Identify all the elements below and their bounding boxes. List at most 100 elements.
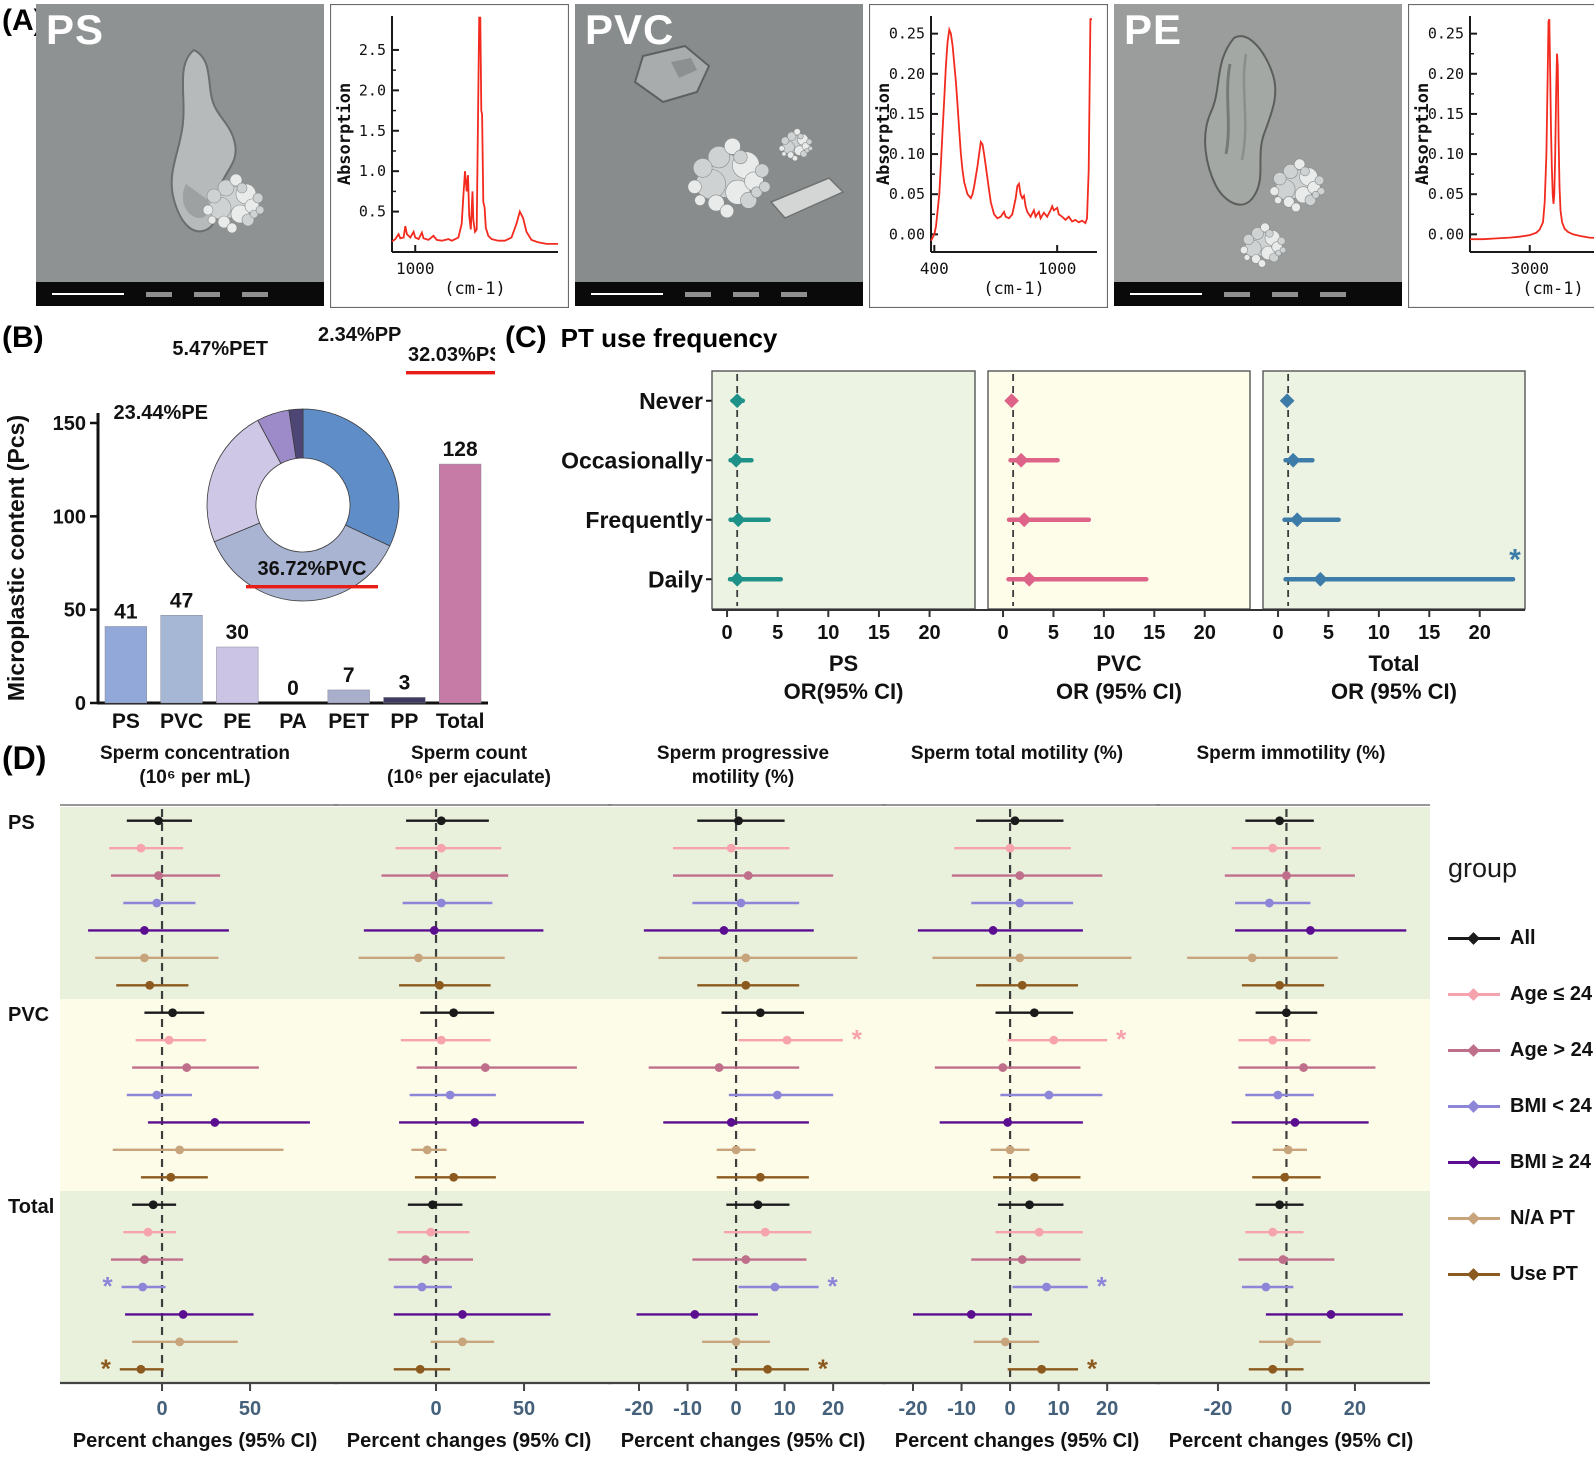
bar-PVC bbox=[160, 615, 203, 704]
legend-item-label: Age > 24 bbox=[1510, 1038, 1593, 1061]
legend-item-label: Age ≤ 24 bbox=[1510, 982, 1593, 1005]
x-axis-label: (cm-1) bbox=[1522, 279, 1583, 299]
bar-value-label: 7 bbox=[343, 664, 355, 687]
y-axis-label: Absorption bbox=[1413, 83, 1433, 185]
sem-meta-mark bbox=[146, 291, 172, 297]
donut-slice-label: 32.03%PS bbox=[408, 344, 495, 366]
significance-star: * bbox=[852, 1024, 863, 1054]
ftir-spectrum-PE: 0.00 0.05 0.10 0.15 0.20 0.25 3000 Absorption (c… bbox=[1407, 3, 1594, 309]
c-x-tick-label: 15 bbox=[1143, 622, 1165, 644]
sem-meta-mark bbox=[1320, 291, 1346, 297]
d-column-title: Sperm immotility (%) bbox=[1197, 743, 1386, 764]
y-tick-label: 0.10 bbox=[889, 145, 925, 163]
red-underline bbox=[406, 371, 506, 375]
d-series-Total bbox=[1238, 1200, 1403, 1374]
c-x-tick-label: 5 bbox=[1048, 622, 1059, 644]
c-axis-caption: PVC bbox=[1096, 651, 1141, 676]
sem-meta-mark bbox=[242, 291, 268, 297]
y-axis-label: Absorption bbox=[335, 83, 355, 185]
c-x-tick-label: 10 bbox=[817, 622, 839, 644]
d-x-tick-label: -20 bbox=[625, 1398, 654, 1420]
ftir-panel-PS: 0.5 1.0 1.5 2.0 2.5 1000 Absorption (cm-1) bbox=[329, 3, 570, 309]
d-series-Total bbox=[636, 1200, 819, 1374]
d-column-title: (10⁶ per mL) bbox=[139, 767, 250, 788]
legend-item: N/A PT bbox=[1448, 1190, 1594, 1246]
c-x-tick-label: 10 bbox=[1368, 622, 1390, 644]
c-row-label: Frequently bbox=[585, 507, 703, 533]
sem-meta-mark bbox=[1272, 291, 1298, 297]
y-tick-label: 0.00 bbox=[1428, 225, 1464, 243]
y-tick-label: 1.5 bbox=[359, 122, 386, 140]
donut-slice-label: 23.44%PE bbox=[113, 402, 208, 424]
x-tick-label: 1000 bbox=[396, 259, 435, 278]
d-row-label-PVC: PVC bbox=[8, 1004, 49, 1026]
c-x-tick-label: 5 bbox=[772, 622, 783, 644]
significance-star: * bbox=[818, 1353, 829, 1383]
bar-value-label: 41 bbox=[114, 600, 138, 623]
sperm-outcome-forest-plots: Sperm concentration (10⁶ per mL) * * 0 50 Perc… bbox=[0, 737, 1434, 1463]
d-x-tick-label: 20 bbox=[822, 1398, 844, 1420]
d-x-axis-label: Percent changes (95% CI) bbox=[347, 1430, 592, 1452]
panel-c-title: PT use frequency bbox=[560, 323, 778, 353]
x-axis-label: (cm-1) bbox=[983, 279, 1044, 299]
sem-label: PVC bbox=[585, 6, 675, 53]
y-tick-label: 0.20 bbox=[889, 65, 925, 83]
d-series-PS bbox=[917, 816, 1132, 990]
bar-donut-svg: 0 50 100 150 Microplastic content (Pcs) 41 PS 4… bbox=[3, 324, 506, 733]
d-x-tick-label: 0 bbox=[156, 1398, 167, 1420]
sem-image-PE: PE bbox=[1114, 4, 1402, 306]
sem-label: PE bbox=[1124, 6, 1183, 53]
donut-slice bbox=[213, 522, 391, 602]
x-axis-label: (cm-1) bbox=[444, 279, 505, 299]
ftir-panel-PVC: 0.00 0.05 0.10 0.15 0.20 0.25 400 1000 Absorptio… bbox=[868, 3, 1109, 309]
d-row-label-PS: PS bbox=[8, 812, 35, 834]
c-panel-bg-PS bbox=[711, 370, 976, 610]
y-axis-label: Absorption bbox=[874, 83, 894, 185]
group-legend: group All Age ≤ 24 Age > 24 BMI < 24 BMI ≥ 2… bbox=[1448, 853, 1594, 1302]
scale-bar bbox=[52, 293, 124, 295]
donut-slice-label: 5.47%PET bbox=[172, 338, 268, 360]
legend-item-label: BMI ≥ 24 bbox=[1510, 1150, 1591, 1173]
c-axis-caption: OR (95% CI) bbox=[1056, 679, 1182, 704]
d-section-band bbox=[60, 807, 338, 999]
bar-Total bbox=[439, 463, 482, 704]
d-x-tick-label: 50 bbox=[239, 1398, 261, 1420]
c-x-tick-label: 15 bbox=[1418, 622, 1440, 644]
d-series-PVC bbox=[648, 1008, 843, 1182]
x-tick-label: 1000 bbox=[1038, 259, 1077, 278]
forest-c-svg: Never Occasionally Frequently Daily 0 5 10 15 20… bbox=[561, 370, 1526, 704]
sem-particles bbox=[170, 48, 265, 234]
c-x-tick-label: 0 bbox=[997, 622, 1008, 644]
d-x-axis-label: Percent changes (95% CI) bbox=[1169, 1430, 1414, 1452]
ftir-panel-PE: 0.00 0.05 0.10 0.15 0.20 0.25 3000 Absorption (c… bbox=[1407, 3, 1594, 309]
d-section-band bbox=[1156, 1191, 1434, 1383]
legend-item: BMI ≥ 24 bbox=[1448, 1134, 1594, 1190]
composition-donut bbox=[206, 408, 400, 602]
legend-title: group bbox=[1448, 853, 1518, 883]
y-tick-label: 0.25 bbox=[1428, 25, 1464, 43]
c-axis-caption: OR(95% CI) bbox=[784, 679, 904, 704]
c-x-tick-label: 20 bbox=[918, 622, 940, 644]
bar-value-label: 0 bbox=[287, 677, 299, 700]
c-x-tick-label: 5 bbox=[1323, 622, 1334, 644]
donut-slice-label: 36.72%PVC bbox=[258, 558, 367, 580]
d-x-tick-label: 0 bbox=[731, 1398, 742, 1420]
sample-unit-PVC: PVC 0.00 0.05 0.10 0.15 0.20 0.25 400 1000 Absorp… bbox=[575, 3, 1109, 309]
d-series-PVC bbox=[934, 1008, 1108, 1182]
sem-image-PS: PS bbox=[36, 4, 324, 306]
c-row-label: Occasionally bbox=[561, 447, 703, 473]
bar-category-label: PS bbox=[112, 710, 140, 733]
c-x-tick-label: 10 bbox=[1093, 622, 1115, 644]
c-panel-bg-Total bbox=[1262, 370, 1526, 610]
d-x-axis-label: Percent changes (95% CI) bbox=[73, 1430, 318, 1452]
y-tick-label: 0.25 bbox=[889, 25, 925, 43]
bar-PS bbox=[104, 626, 147, 704]
legend-swatch-icon bbox=[1448, 1267, 1500, 1281]
significance-star: * bbox=[1116, 1024, 1127, 1054]
legend-item-label: Use PT bbox=[1510, 1262, 1578, 1285]
d-x-axis-label: Percent changes (95% CI) bbox=[621, 1430, 866, 1452]
bar-value-label: 128 bbox=[443, 438, 478, 461]
y-tick-label: 0.20 bbox=[1428, 65, 1464, 83]
sem-scalebar-strip bbox=[36, 282, 324, 306]
